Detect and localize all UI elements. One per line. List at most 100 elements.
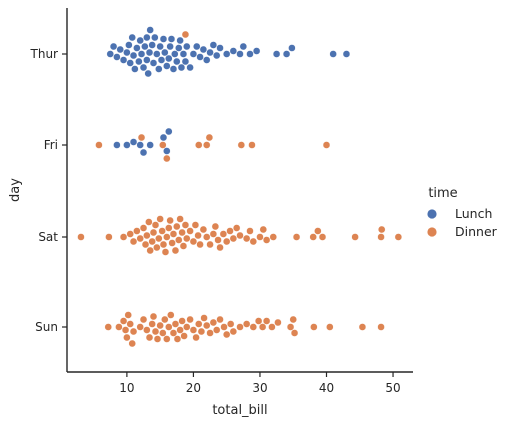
data-point-lunch [146,141,154,149]
y-axis-label: day [8,178,23,202]
data-point-lunch [125,41,133,49]
data-point-lunch [163,62,171,70]
y-tick-label: Thur [30,47,59,61]
data-point-lunch [165,54,173,63]
data-point-dinner [268,323,276,331]
x-tick-label: 40 [319,381,334,395]
data-point-dinner [318,233,327,241]
data-point-dinner [139,315,148,324]
data-point-dinner [203,321,211,330]
data-point-dinner [196,240,204,249]
data-point-dinner [378,225,386,234]
data-point-lunch [199,45,208,54]
data-point-dinner [249,323,258,331]
data-point-dinner [105,233,113,241]
x-tick-label: 50 [385,381,400,395]
data-point-lunch [126,59,134,67]
data-point-dinner [145,218,153,226]
data-point-dinner [167,311,175,319]
data-point-lunch [183,42,191,51]
data-point-dinner [220,323,228,331]
data-point-dinner [168,239,176,247]
data-point-dinner [194,231,202,240]
data-point-dinner [173,222,181,231]
data-point-lunch [153,50,161,58]
data-point-lunch [157,56,166,64]
data-point-dinner [246,227,254,235]
data-point-dinner [180,332,188,340]
data-point-dinner [124,311,132,319]
data-point-lunch [159,133,168,142]
data-point-dinner [179,242,188,250]
data-point-dinner [166,216,174,225]
data-point-lunch [288,44,296,52]
data-point-dinner [206,240,214,249]
data-point-lunch [148,41,156,49]
data-point-lunch [206,48,214,57]
data-point-dinner [232,224,241,232]
data-point-lunch [203,56,211,64]
data-point-lunch [129,138,138,146]
data-point-dinner [159,240,168,249]
data-point-lunch [137,50,146,58]
data-point-lunch [209,41,218,49]
data-point-lunch [136,36,144,45]
data-point-lunch [229,47,238,55]
data-point-dinner [153,243,161,252]
data-point-dinner [229,327,238,336]
data-point-dinner [326,323,334,331]
data-point-dinner [351,233,359,241]
data-point-dinner [123,333,131,342]
y-tick-label: Fri [44,138,58,152]
x-tick-label: 20 [186,381,201,395]
data-point-dinner [206,329,214,337]
data-point-dinner [119,233,128,241]
data-point-dinner [141,240,150,249]
data-point-dinner [183,323,191,331]
data-point-lunch [144,69,152,78]
data-point-lunch [113,141,121,149]
data-point-dinner [199,225,208,234]
data-point-dinner [209,230,218,238]
data-point-dinner [171,246,180,255]
x-tick-label: 30 [252,381,267,395]
data-point-lunch [131,65,139,73]
data-point-lunch [181,57,190,66]
data-point-dinner [309,233,317,241]
legend-marker-dinner [427,227,437,237]
data-point-lunch [135,57,143,66]
data-point-dinner [129,237,138,246]
data-point-dinner [183,234,191,243]
data-point-dinner [195,320,203,328]
data-point-dinner [156,321,164,330]
data-point-dinner [377,233,385,241]
data-point-lunch [179,50,188,58]
data-point-lunch [252,47,261,55]
data-point-dinner [137,133,146,142]
data-point-dinner [128,339,136,348]
data-point-dinner [214,236,222,244]
data-point-dinner [148,320,156,328]
x-tick-label: 10 [119,381,134,395]
data-point-dinner [203,233,211,241]
data-point-dinner [159,141,167,149]
data-point-dinner [77,233,85,241]
data-point-dinner [158,227,166,235]
data-point-dinner [203,141,211,149]
data-point-dinner [104,323,112,331]
data-point-lunch [109,42,118,51]
data-point-lunch [239,42,248,51]
data-point-lunch [282,50,291,58]
data-point-lunch [133,44,141,52]
data-point-dinner [249,237,258,246]
x-ticks: 10 20 30 40 50 [119,372,401,395]
data-point-lunch [236,50,244,58]
data-point-dinner [248,141,256,149]
data-point-dinner [119,317,128,325]
legend-label-lunch: Lunch [455,206,492,221]
data-point-dinner [129,327,138,336]
data-point-dinner [163,233,171,241]
data-point-dinner [259,225,267,234]
data-point-lunch [159,35,168,43]
data-point-dinner [145,333,154,342]
